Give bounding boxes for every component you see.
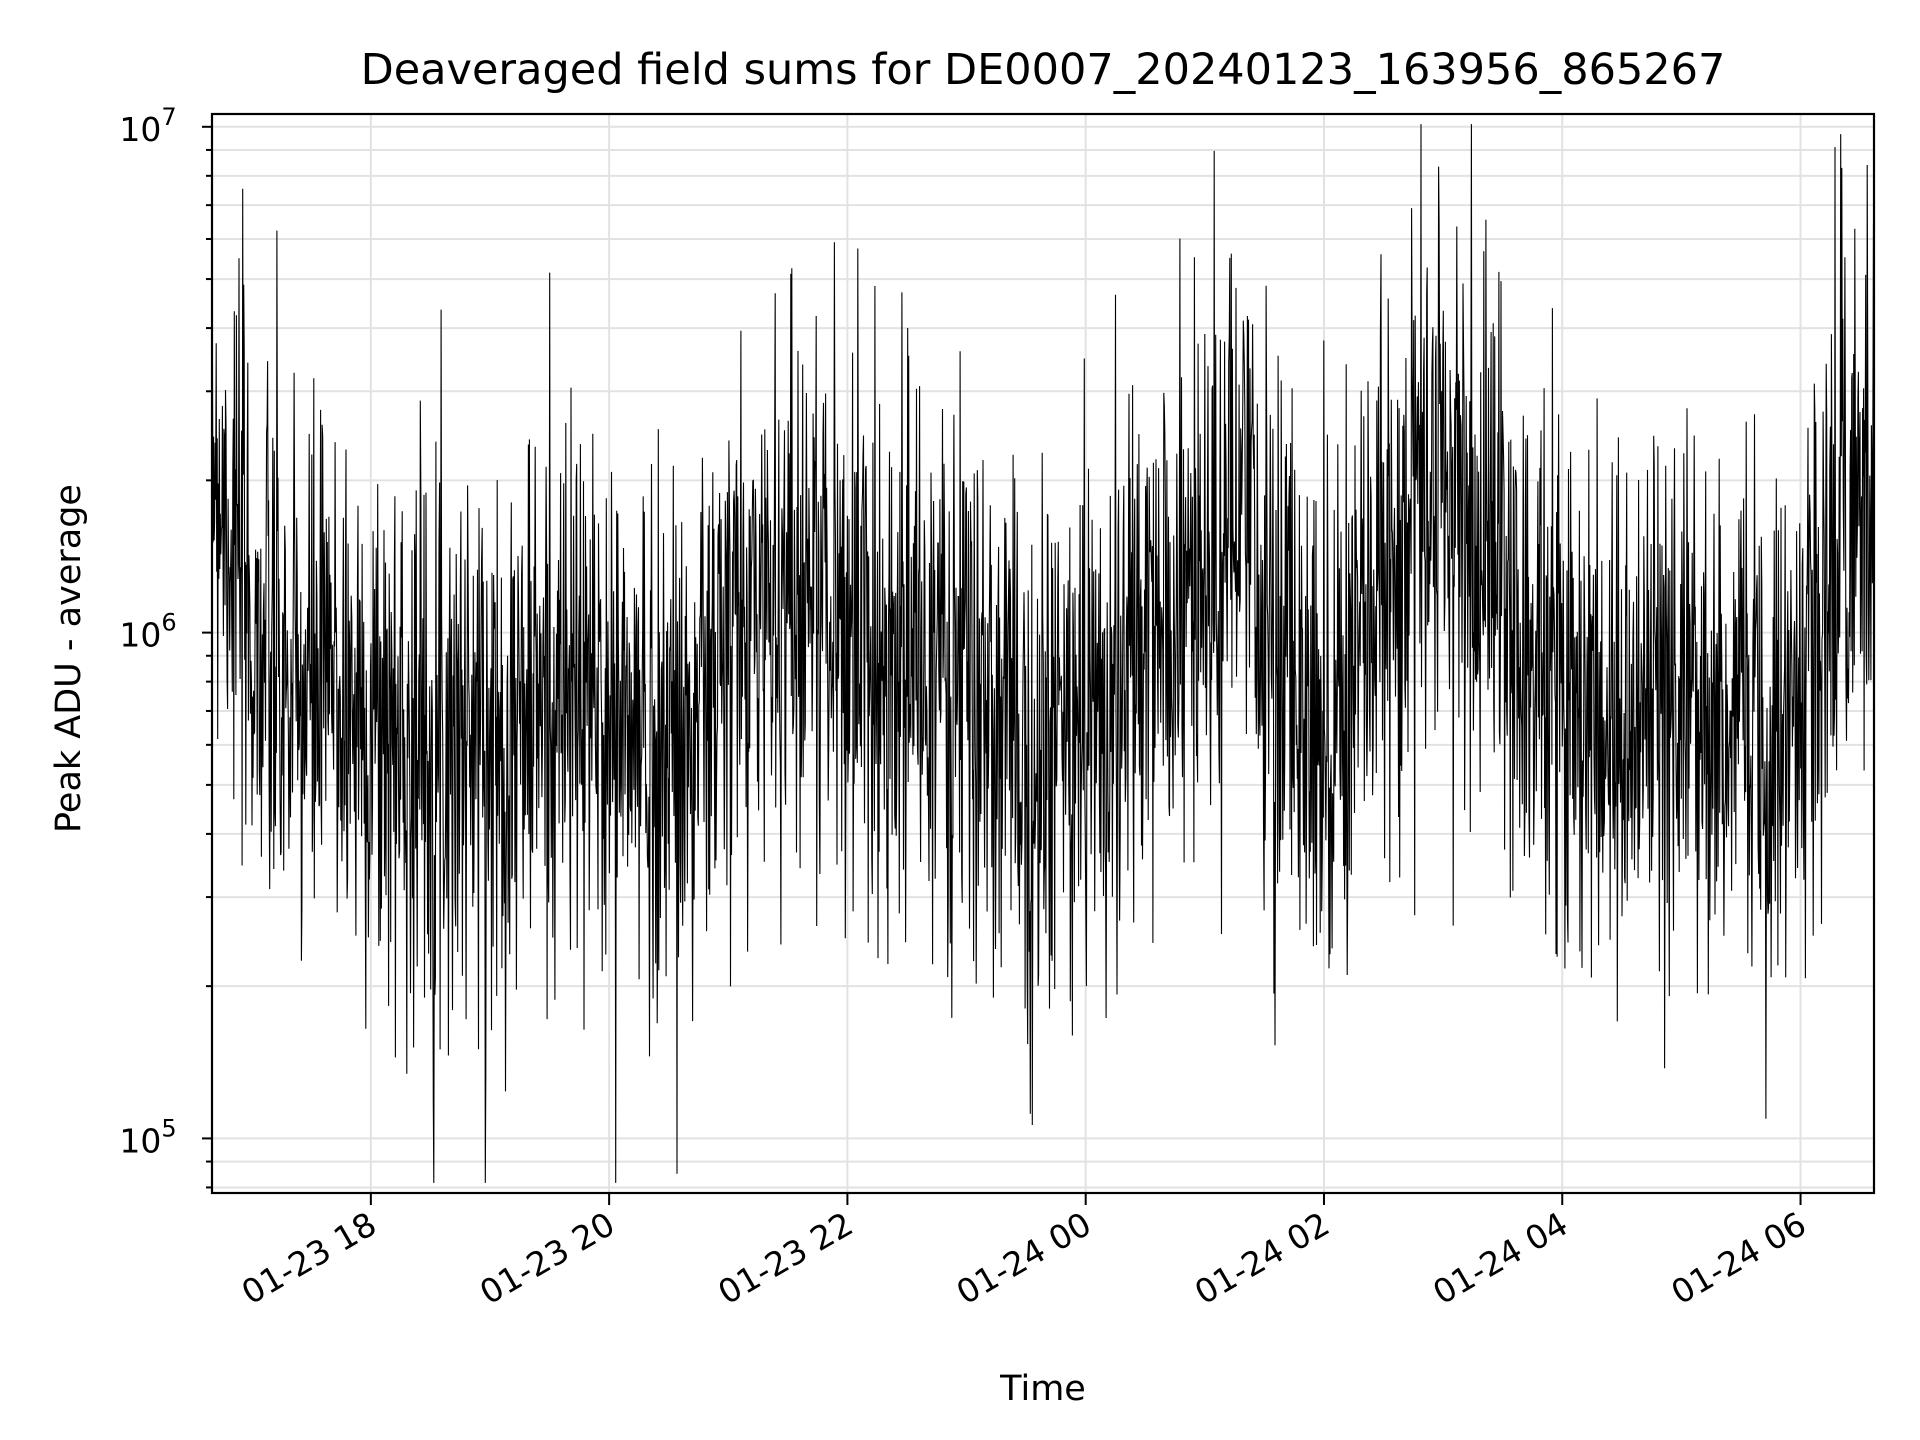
y-tick-exponent: 6: [161, 609, 176, 637]
series-line: [211, 124, 1875, 1183]
y-tick-label: 107: [119, 103, 176, 149]
y-axis-label: Peak ADU - average: [49, 484, 89, 833]
chart-title: Deaveraged field sums for DE0007_2024012…: [361, 45, 1726, 95]
y-tick-base: 10: [119, 616, 161, 655]
x-axis-label: Time: [999, 1369, 1086, 1409]
y-tick-exponent: 5: [161, 1114, 176, 1142]
y-tick-base: 10: [119, 1121, 161, 1160]
data-layer: [211, 124, 1875, 1183]
y-tick-label: 106: [119, 609, 176, 655]
y-tick-exponent: 7: [161, 103, 176, 131]
plot-frame: [210, 112, 1876, 1195]
y-tick-label: 105: [119, 1114, 176, 1160]
y-tick-base: 10: [119, 110, 161, 149]
